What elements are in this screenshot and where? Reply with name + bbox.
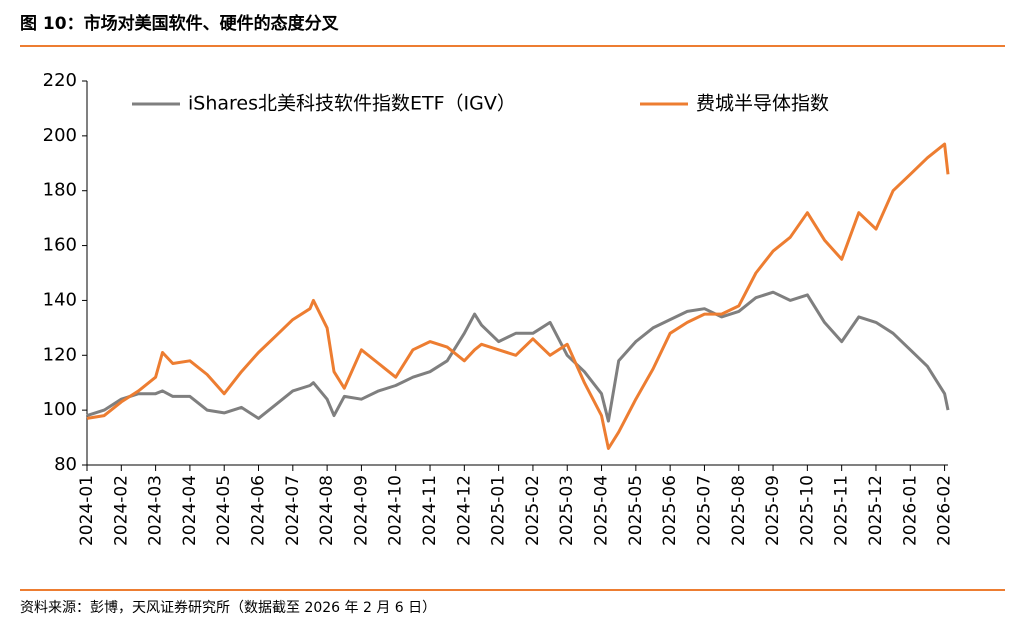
y-tick-label: 80 bbox=[54, 454, 77, 475]
x-tick-label: 2024-08 bbox=[317, 475, 337, 546]
x-tick-label: 2024-04 bbox=[180, 475, 200, 546]
y-tick-label: 160 bbox=[43, 235, 77, 256]
x-tick-label: 2025-11 bbox=[832, 475, 852, 546]
series-line bbox=[86, 142, 950, 450]
legend-label: 费城半导体指数 bbox=[696, 93, 829, 115]
source: 资料来源：彭博，天风证券研究所（数据截至 2026 年 2 月 6 日） bbox=[20, 599, 436, 616]
x-tick-label: 2024-10 bbox=[386, 475, 406, 546]
x-tick-label: 2025-04 bbox=[592, 475, 612, 546]
x-tick-label: 2024-07 bbox=[283, 475, 303, 546]
x-tick-label: 2025-05 bbox=[626, 475, 646, 546]
x-tick-label: 2024-01 bbox=[77, 475, 97, 546]
x-tick-label: 2025-12 bbox=[866, 475, 886, 546]
x-tick-label: 2024-12 bbox=[454, 475, 474, 546]
y-tick-label: 140 bbox=[43, 289, 77, 310]
x-tick-label: 2025-09 bbox=[763, 475, 783, 546]
x-tick-label: 2024-05 bbox=[214, 475, 234, 546]
chart-title: 图 10：市场对美国软件、硬件的态度分叉 bbox=[20, 13, 340, 34]
x-tick-label: 2024-02 bbox=[111, 475, 131, 546]
x-tick-label: 2024-03 bbox=[146, 475, 166, 546]
x-tick-label: 2026-01 bbox=[900, 475, 920, 546]
x-tick-label: 2025-03 bbox=[557, 475, 577, 546]
x-tick-label: 2025-08 bbox=[729, 475, 749, 546]
y-tick-label: 200 bbox=[43, 125, 77, 146]
x-tick-label: 2025-06 bbox=[660, 475, 680, 546]
y-tick-label: 220 bbox=[43, 70, 77, 91]
x-tick-label: 2024-09 bbox=[351, 475, 371, 546]
y-tick-label: 180 bbox=[43, 180, 77, 201]
x-tick-label: 2025-01 bbox=[489, 475, 509, 546]
y-tick-label: 100 bbox=[43, 399, 77, 420]
legend-label: iShares北美科技软件指数ETF（IGV） bbox=[188, 93, 516, 115]
x-tick-label: 2025-10 bbox=[797, 475, 817, 546]
x-tick-label: 2025-02 bbox=[523, 475, 543, 546]
x-tick-label: 2024-06 bbox=[249, 475, 269, 546]
x-tick-label: 2024-11 bbox=[420, 475, 440, 546]
series-line bbox=[86, 290, 950, 423]
y-tick-label: 120 bbox=[43, 344, 77, 365]
x-tick-label: 2026-02 bbox=[935, 475, 955, 546]
x-tick-label: 2025-07 bbox=[694, 475, 714, 546]
